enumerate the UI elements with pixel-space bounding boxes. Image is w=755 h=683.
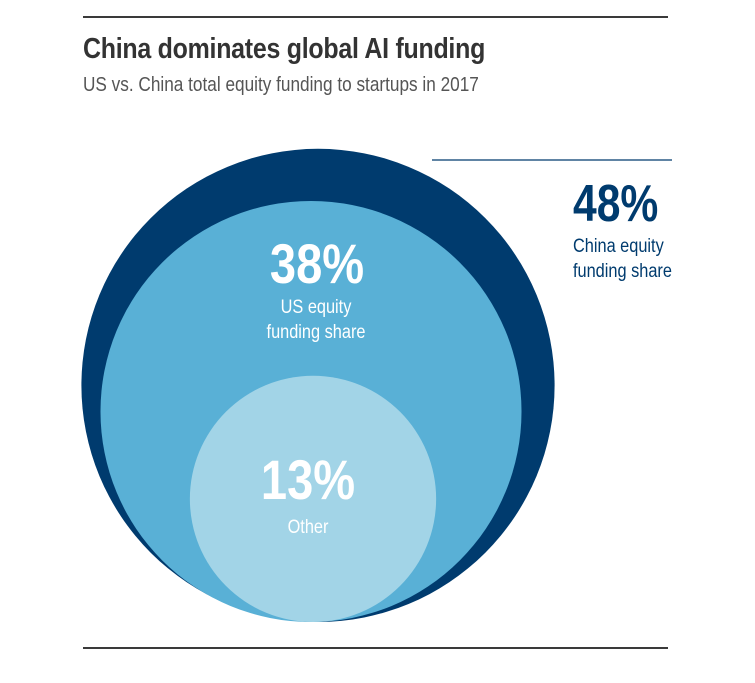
other-value-label: 13% (261, 448, 355, 511)
china-name-label-line-1: China equity (573, 235, 664, 256)
us-name-label-line-2: funding share (267, 321, 366, 342)
circle-layer (81, 148, 555, 622)
china-value-label: 48% (573, 175, 658, 233)
us-value-label: 38% (270, 232, 364, 295)
top-rule (83, 16, 668, 18)
circle-other (189, 375, 437, 622)
chart-subtitle: US vs. China total equity funding to sta… (83, 74, 479, 96)
us-name-label-line-1: US equity (281, 296, 352, 317)
china-name-label-line-2: funding share (573, 260, 672, 281)
label-layer: 48%China equity funding share 38%US equity… (261, 175, 672, 537)
bottom-rule (83, 647, 668, 649)
chart-title: China dominates global AI funding (83, 33, 486, 65)
other-name-label: Other (288, 516, 329, 537)
